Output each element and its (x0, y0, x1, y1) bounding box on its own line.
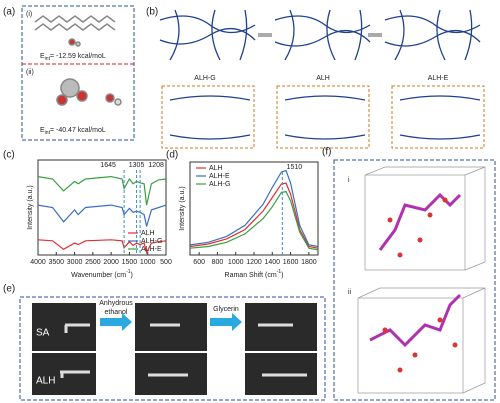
text-part: ) (281, 272, 283, 279)
panel-frame (21, 5, 135, 141)
state-label: ALH-G (194, 75, 215, 82)
annotation: 1645 (100, 162, 116, 169)
legend-label: ALH-E (209, 173, 230, 180)
x-tick-label: 2000 (103, 259, 119, 266)
sub-label: i (348, 177, 350, 184)
legend-label: ALH (141, 230, 155, 237)
sample-label: SA (36, 328, 50, 339)
panel-label: (c) (3, 150, 15, 161)
sub-label: (ii) (26, 69, 34, 76)
text-part: E (40, 127, 45, 134)
text-part: Raman Shift (cm (225, 272, 277, 279)
photos (32, 303, 317, 395)
zoom-boxes (161, 85, 485, 149)
arrows (100, 313, 242, 331)
x-tick-label: 800 (212, 259, 224, 266)
legend-label: ALH-G (141, 238, 162, 245)
y-axis-label: Intensity (a.u.) (179, 186, 186, 230)
panel-label: (f) (322, 147, 331, 158)
panel-frame (333, 159, 496, 401)
sample-label: ALH (36, 376, 55, 387)
x-tick-label: 500 (160, 259, 172, 266)
panel-label: (e) (3, 284, 15, 295)
legend-label: ALH (209, 165, 223, 172)
text-part: Wavenumber (cm (71, 272, 126, 279)
legend-label: ALH-G (209, 181, 230, 188)
text-part: -1 (126, 269, 131, 275)
x-tick-label: 1500 (122, 259, 138, 266)
molecule (34, 15, 122, 106)
x-tick-label: 600 (193, 259, 205, 266)
text-part: = -12.59 kcal/moL (50, 53, 106, 60)
text-part: int (45, 130, 51, 136)
molecules (369, 192, 462, 348)
x-tick-label: 1000 (140, 259, 156, 266)
x-tick-label: 3000 (67, 259, 83, 266)
panel-frame (19, 296, 326, 401)
series-line (189, 182, 319, 249)
annotation: 1510 (287, 164, 303, 171)
panel-label: (a) (3, 7, 15, 18)
energy: Eint= -12.59 kcal/moL (40, 53, 106, 62)
x-tick-label: 2500 (85, 259, 101, 266)
series-line (37, 239, 167, 255)
plot-frame (37, 159, 167, 256)
state-label: ALH-E (428, 75, 449, 82)
series-line (189, 190, 319, 251)
x-tick-label: 4000 (30, 259, 46, 266)
series-line (189, 169, 319, 248)
state-label: ALH (316, 75, 330, 82)
series-line (37, 204, 167, 227)
text-part: int (45, 56, 51, 62)
text-part: = -40.47 kcal/moL (50, 127, 106, 134)
x-tick-label: 1400 (264, 259, 280, 266)
energy: Eint= -40.47 kcal/moL (40, 127, 106, 136)
chains (169, 95, 481, 140)
legend-label: ALH-E (141, 246, 162, 253)
x-tick-label: 1800 (301, 259, 317, 266)
x-axis-label: Raman Shift (cm-1) (225, 269, 284, 279)
text-part: E (40, 53, 45, 60)
x-tick-label: 1200 (246, 259, 262, 266)
sub-label: ii (348, 289, 352, 296)
panel-label: (d) (166, 150, 178, 161)
panel-label: (b) (146, 7, 158, 18)
step-label: Anhydrous (99, 300, 133, 307)
x-tick-label: 3500 (48, 259, 64, 266)
text-part: ) (131, 272, 133, 279)
x-tick-label: 1000 (228, 259, 244, 266)
annotation: 1208 (148, 162, 164, 169)
series-line (37, 175, 167, 206)
simulation-box (357, 166, 486, 394)
annotation: 1305 (129, 162, 145, 169)
sub-label: (i) (26, 11, 32, 18)
step-label: ethanol (105, 309, 128, 316)
step-label: Glycerin (213, 306, 239, 313)
atoms (382, 197, 458, 373)
text-part: -1 (277, 269, 282, 275)
x-tick-label: 1600 (283, 259, 299, 266)
samples (60, 323, 307, 378)
y-axis-label: Intensity (a.u.) (27, 185, 34, 229)
network-diagram (159, 9, 481, 61)
x-axis-label: Wavenumber (cm-1) (71, 269, 133, 279)
